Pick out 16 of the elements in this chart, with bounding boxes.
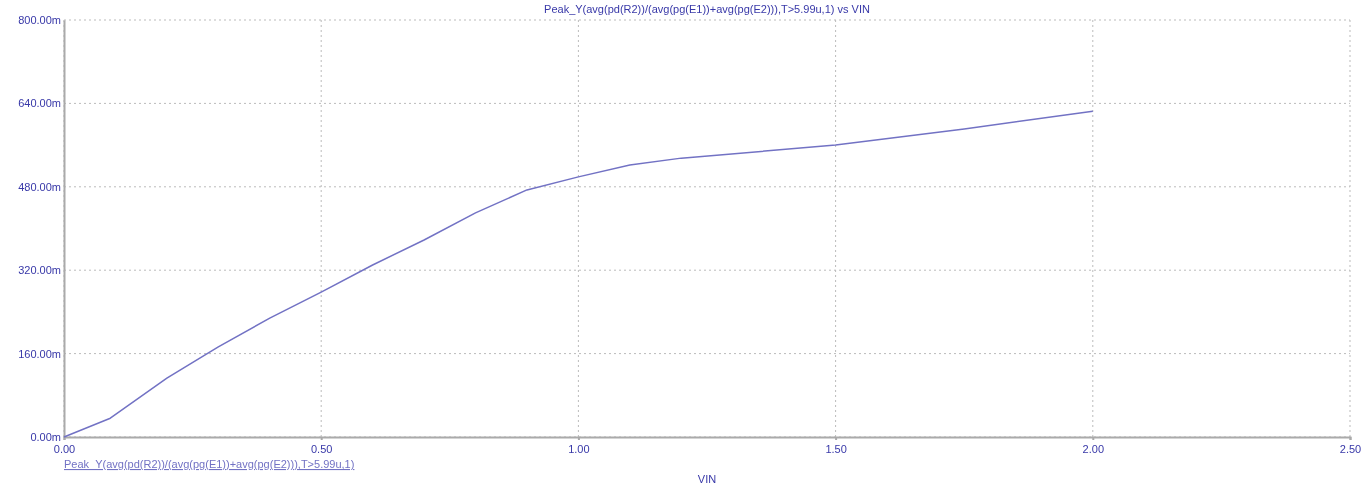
x-tick-label: 0.00: [53, 442, 76, 455]
x-tick-label: 0.50: [310, 442, 333, 455]
x-tick-label: 2.00: [1082, 442, 1105, 455]
y-tick-label: 800.00m: [18, 14, 61, 27]
y-tick-label: 0.00m: [30, 431, 61, 444]
y-tick-label: 160.00m: [18, 347, 61, 360]
series-label: Peak_Y(avg(pd(R2))/(avg(pg(E1))+avg(pg(E2))),T>5.99u,1): [64, 458, 355, 470]
line-series: [63, 110, 1094, 438]
y-tick-label: 480.00m: [18, 180, 61, 193]
x-axis-title: VIN: [697, 473, 717, 485]
chart-title: Peak_Y(avg(pd(R2))/(avg(pg(E1))+avg(pg(E2))),T>5.99u,1) vs VIN: [544, 3, 870, 15]
x-tick-label: 2.50: [1339, 442, 1362, 455]
y-tick-label: 320.00m: [18, 264, 61, 277]
y-tick-label: 640.00m: [18, 97, 61, 110]
x-tick-label: 1.50: [825, 442, 847, 455]
x-tick-label: 1.00: [568, 442, 590, 455]
